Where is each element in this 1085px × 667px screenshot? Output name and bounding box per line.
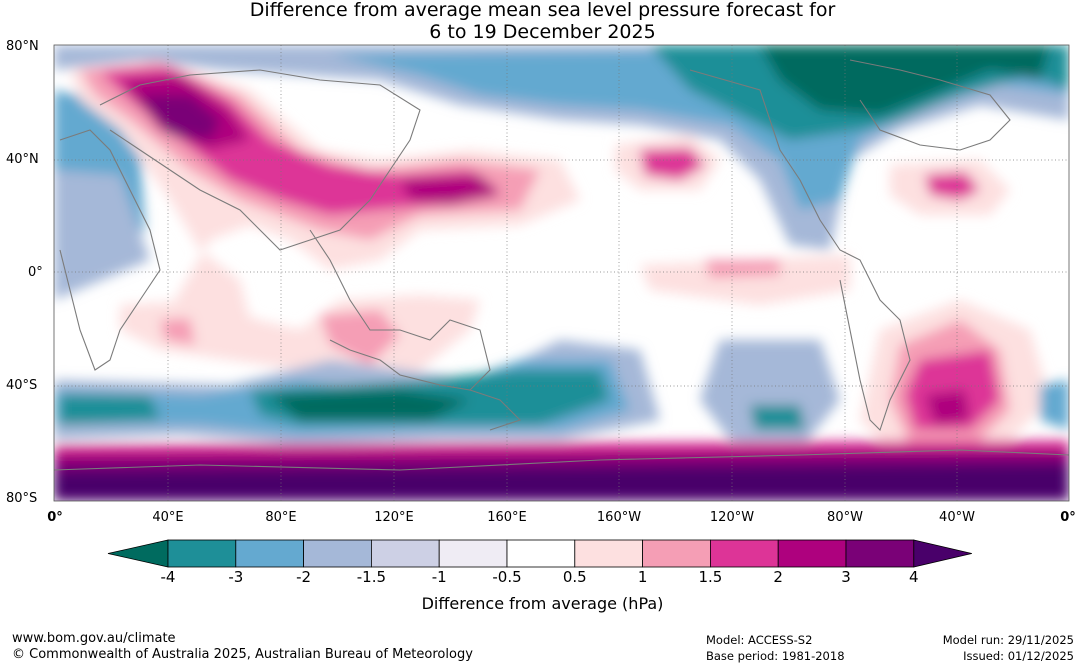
footer-issued: Issued: 01/12/2025 (963, 649, 1074, 663)
anomaly-region-32 (1040, 380, 1069, 430)
map-title-line2: 6 to 19 December 2025 (429, 21, 656, 43)
anomaly-region-27 (60, 395, 160, 425)
colorbar-swatch-9 (710, 539, 779, 568)
colorbar-tick-label: 3 (841, 568, 851, 586)
map-title-line1: Difference from average mean sea level p… (249, 0, 836, 21)
colorbar-tick-label: -1 (431, 568, 447, 586)
colorbar-tick-label: -4 (160, 568, 176, 586)
coastline-5 (849, 59, 1011, 151)
lon-label-40e: 40°E (152, 510, 184, 525)
lon-label-80e: 80°E (265, 510, 297, 525)
anomaly-region-20 (160, 318, 195, 345)
lon-label-120w: 120°W (709, 510, 755, 525)
footer-model-run: Model run: 29/11/2025 (942, 633, 1074, 647)
anomaly-region-11 (400, 175, 500, 205)
anomaly-region-13 (640, 148, 705, 180)
anomaly-region-19 (320, 310, 400, 365)
coastline-2 (309, 229, 491, 391)
coastline-1 (99, 69, 421, 251)
lon-label-80w: 80°W (827, 510, 863, 525)
colorbar-extend-low (107, 539, 169, 568)
colorbar-swatch-4 (370, 539, 440, 568)
colorbar-tick-label: -3 (228, 568, 244, 586)
lat-label-80s: 80°S (6, 491, 38, 506)
anomaly-region-17 (705, 260, 780, 278)
colorbar-tick-label: 2 (773, 568, 783, 586)
colorbar-swatch-6 (506, 539, 576, 568)
anomaly-region-24 (925, 390, 970, 425)
lon-label-0-right: 0° (1060, 510, 1076, 525)
colorbar-swatch-3 (303, 539, 372, 568)
anomaly-region-3 (760, 45, 1050, 115)
footer-copyright: © Commonwealth of Australia 2025, Austra… (12, 647, 473, 662)
coastline-0 (59, 129, 161, 371)
coastlines (54, 59, 1069, 471)
colorbar-swatch-8 (642, 539, 711, 568)
anomaly-region-36 (54, 465, 1069, 501)
colorbar-tick-label: -0.5 (492, 568, 522, 586)
colorbar-swatch-2 (235, 539, 305, 568)
footer-base-period: Base period: 1981-2018 (706, 649, 845, 663)
map-frame (53, 44, 1070, 502)
coastline-3 (469, 389, 522, 431)
lat-label-80n: 80°N (6, 39, 39, 54)
anomaly-region-18 (120, 295, 480, 380)
colorbar-tick-label: -1.5 (356, 568, 387, 586)
colorbar-swatch-7 (574, 539, 643, 568)
colorbar-tick-label: 1.5 (698, 568, 723, 586)
colorbar-title: Difference from average (hPa) (421, 594, 664, 613)
graticule (54, 45, 1069, 501)
lat-label-40n: 40°N (6, 152, 39, 167)
colorbar-swatch-10 (777, 539, 847, 568)
lon-label-120e: 120°E (374, 510, 414, 525)
lat-label-40s: 40°S (6, 378, 38, 393)
colorbar-swatch-5 (438, 539, 508, 568)
lon-label-160w: 160°W (596, 510, 642, 525)
colorbar-tick-label: 1 (637, 568, 648, 586)
coastline-4 (689, 69, 911, 432)
anomaly-field (54, 45, 1069, 501)
anomaly-region-15 (925, 172, 980, 200)
colorbar-tick-label: 0.5 (562, 568, 587, 586)
anomaly-region-31 (750, 405, 805, 430)
colorbar-tick-label: -2 (296, 568, 312, 586)
colorbar-swatch-11 (845, 539, 915, 568)
anomaly-region-30 (700, 340, 840, 450)
lon-label-0-left: 0° (47, 510, 63, 525)
anomaly-region-5 (54, 170, 150, 300)
anomaly-region-23 (905, 350, 1000, 430)
colorbar-swatch-1 (167, 539, 237, 568)
footer-model: Model: ACCESS-S2 (706, 633, 813, 647)
colorbar-tick-label: 4 (909, 568, 919, 586)
footer-website: www.bom.gov.au/climate (12, 631, 176, 646)
anomaly-region-10 (140, 95, 220, 140)
anomaly-region-16 (640, 255, 850, 305)
lat-label-equator: 0° (28, 265, 43, 280)
coastline-6 (54, 449, 1069, 471)
colorbar-extend-high (913, 539, 972, 568)
lon-label-40w: 40°W (939, 510, 975, 525)
lon-label-160e: 160°E (487, 510, 527, 525)
anomaly-region-29 (270, 390, 470, 420)
